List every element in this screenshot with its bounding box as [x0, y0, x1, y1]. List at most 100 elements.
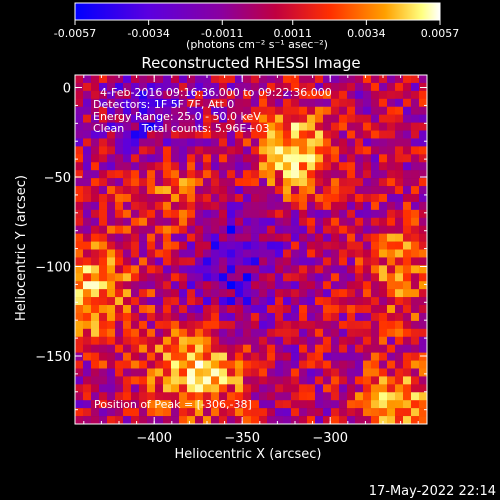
heatmap-cell	[219, 392, 228, 401]
heatmap-cell	[315, 249, 324, 258]
heatmap-cell	[91, 289, 100, 298]
heatmap-cell	[115, 75, 124, 84]
heatmap-cell	[147, 360, 156, 369]
heatmap-cell	[107, 122, 116, 131]
heatmap-cell	[331, 297, 340, 306]
heatmap-cell	[203, 98, 212, 108]
heatmap-cell	[299, 400, 308, 409]
heatmap-cell	[107, 265, 116, 274]
heatmap-cell	[187, 368, 196, 377]
heatmap-cell	[387, 217, 396, 226]
heatmap-cell	[419, 162, 427, 171]
heatmap-cell	[195, 114, 204, 123]
heatmap-cell	[379, 400, 388, 409]
heatmap-cell	[131, 146, 140, 155]
heatmap-cell	[283, 392, 292, 401]
heatmap-cell	[387, 257, 396, 266]
heatmap-cell	[179, 281, 188, 290]
heatmap-cell	[371, 416, 380, 424]
heatmap-cell	[75, 106, 84, 115]
heatmap-cell	[195, 225, 204, 234]
heatmap-cell	[307, 352, 316, 361]
heatmap-cell	[403, 225, 412, 234]
heatmap-cell	[411, 265, 420, 274]
heatmap-cell	[339, 400, 348, 409]
heatmap-cell	[347, 392, 356, 401]
heatmap-cell	[259, 368, 268, 377]
heatmap-cell	[251, 122, 260, 131]
heatmap-cell	[411, 360, 420, 369]
heatmap-cell	[347, 106, 356, 115]
heatmap-cell	[99, 416, 108, 424]
heatmap-cell	[395, 82, 404, 92]
heatmap-cell	[163, 368, 172, 377]
heatmap-cell	[219, 297, 228, 306]
heatmap-cell	[323, 352, 332, 361]
heatmap-cell	[403, 201, 412, 211]
heatmap-cell	[171, 273, 180, 282]
heatmap-cell	[227, 320, 236, 330]
heatmap-cell	[115, 281, 124, 290]
y-tick-label: −100	[35, 261, 71, 276]
heatmap-cell	[195, 400, 204, 409]
heatmap-cell	[235, 305, 244, 314]
colorbar-unit-label: (photons cm⁻² s⁻¹ asec⁻²)	[186, 38, 328, 51]
heatmap-cell	[323, 90, 332, 100]
heatmap-cell	[163, 178, 172, 187]
heatmap-cell	[291, 82, 300, 92]
heatmap-cell	[347, 138, 356, 147]
heatmap-cell	[155, 408, 164, 417]
heatmap-cell	[395, 241, 404, 250]
heatmap-cell	[387, 273, 396, 282]
heatmap-cell	[355, 328, 364, 338]
heatmap-cell	[179, 352, 188, 361]
heatmap-cell	[139, 75, 148, 84]
heatmap-cell	[283, 75, 292, 84]
heatmap-cell	[259, 336, 268, 345]
heatmap-cell	[387, 114, 396, 123]
heatmap-cell	[323, 336, 332, 345]
heatmap-cell	[291, 273, 300, 282]
heatmap-cell	[83, 178, 92, 187]
heatmap-cell	[99, 233, 108, 242]
heatmap-cell	[123, 360, 132, 369]
heatmap-cell	[235, 320, 244, 330]
heatmap-cell	[291, 328, 300, 338]
heatmap-cell	[291, 225, 300, 234]
heatmap-cell	[203, 146, 212, 155]
heatmap-cell	[259, 273, 268, 282]
heatmap-cell	[339, 225, 348, 234]
heatmap-cell	[203, 392, 212, 401]
heatmap-cell	[171, 217, 180, 226]
heatmap-cell	[251, 241, 260, 250]
heatmap-cell	[235, 82, 244, 92]
heatmap-cell	[379, 384, 388, 393]
heatmap-cell	[243, 305, 252, 314]
heatmap-cell	[123, 344, 132, 353]
heatmap-cell	[395, 217, 404, 226]
heatmap-cell	[291, 368, 300, 377]
heatmap-cell	[379, 98, 388, 108]
heatmap-cell	[163, 416, 172, 424]
heatmap-cell	[83, 90, 92, 100]
heatmap-cell	[251, 400, 260, 409]
heatmap-cell	[283, 352, 292, 361]
heatmap-cell	[283, 241, 292, 250]
heatmap-cell	[403, 328, 412, 338]
heatmap-cell	[363, 305, 372, 314]
heatmap-cell	[123, 376, 132, 385]
heatmap-cell	[131, 186, 140, 195]
heatmap-cell	[235, 392, 244, 401]
heatmap-cell	[155, 400, 164, 409]
heatmap-cell	[187, 241, 196, 250]
heatmap-cell	[259, 170, 268, 179]
heatmap-cell	[315, 98, 324, 108]
heatmap-cell	[411, 146, 420, 155]
heatmap-cell	[379, 416, 388, 424]
heatmap-cell	[131, 193, 140, 203]
heatmap-cell	[107, 90, 116, 100]
heatmap-cell	[307, 130, 316, 139]
heatmap-cell	[419, 376, 427, 385]
heatmap-cell	[155, 114, 164, 123]
heatmap-cell	[179, 217, 188, 226]
